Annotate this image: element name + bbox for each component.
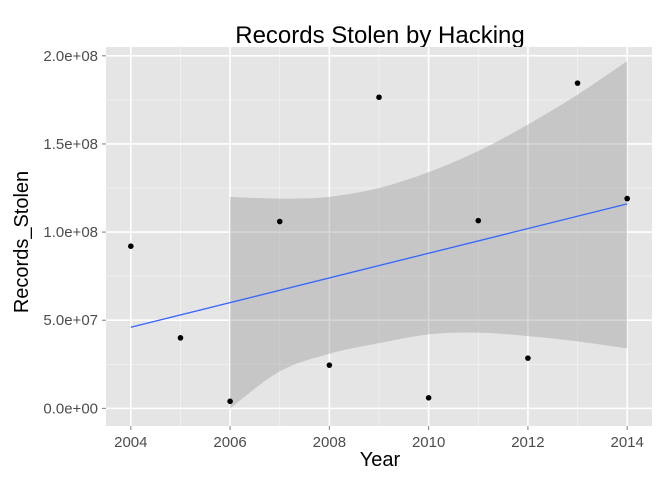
y-tick-label: 1.5e+08 bbox=[43, 136, 98, 153]
y-tick-label: 5.0e+07 bbox=[43, 312, 98, 329]
x-tick-label: 2004 bbox=[114, 434, 147, 451]
data-point bbox=[425, 394, 432, 401]
chart-title: Records Stolen by Hacking bbox=[235, 22, 524, 49]
x-axis-title: Year bbox=[360, 449, 401, 471]
data-points bbox=[128, 80, 630, 405]
data-point bbox=[574, 80, 581, 86]
data-point bbox=[276, 218, 283, 225]
y-axis-ticks: 0.0e+00 5.0e+07 1.0e+08 1.5e+08 2.0e+08 bbox=[43, 48, 106, 417]
confidence-band-layer bbox=[230, 61, 628, 409]
x-tick-label: 2012 bbox=[511, 434, 544, 451]
x-tick-label: 2014 bbox=[610, 434, 643, 451]
minor-gridlines bbox=[106, 47, 652, 426]
x-axis-ticks: 2004 2006 2008 2010 2012 2014 bbox=[114, 426, 644, 451]
data-point bbox=[227, 398, 233, 405]
x-tick-label: 2006 bbox=[213, 434, 246, 451]
data-point bbox=[376, 94, 382, 101]
data-point bbox=[177, 335, 184, 341]
confidence-band bbox=[230, 61, 628, 409]
x-tick-label: 2010 bbox=[412, 434, 445, 451]
major-gridlines bbox=[106, 47, 652, 426]
data-point bbox=[624, 195, 630, 202]
trend-line bbox=[130, 203, 628, 328]
y-tick-label: 1.0e+08 bbox=[43, 224, 98, 241]
data-point bbox=[326, 362, 333, 368]
x-tick-label: 2008 bbox=[313, 434, 346, 451]
data-point bbox=[475, 217, 482, 224]
trend-line-layer bbox=[130, 203, 628, 328]
data-point bbox=[128, 243, 134, 249]
y-axis-title: Records_Stolen bbox=[11, 171, 33, 313]
y-tick-label: 2.0e+08 bbox=[43, 48, 98, 65]
y-tick-label: 0.0e+00 bbox=[43, 400, 98, 417]
data-point bbox=[525, 355, 531, 361]
